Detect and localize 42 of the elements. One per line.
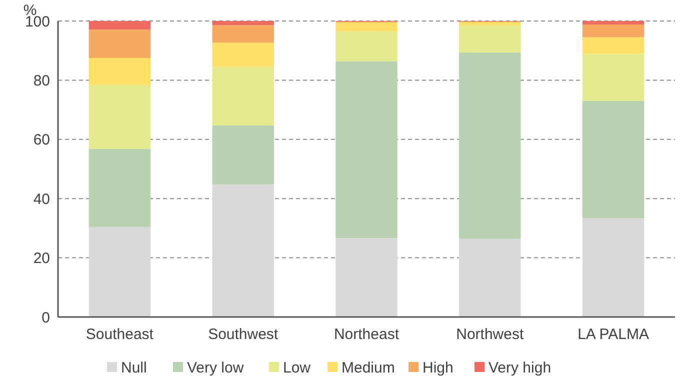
x-tick-label: Southeast (86, 326, 154, 343)
bar (212, 21, 274, 26)
y-tick-label: 40 (33, 190, 50, 208)
bar (88, 58, 151, 85)
bar (336, 61, 398, 238)
bar (336, 22, 398, 32)
bar (212, 25, 274, 43)
legend-label: Very high (488, 359, 552, 376)
x-tick-label: LA PALMA (578, 326, 650, 343)
bar (582, 100, 644, 218)
legend-label: Null (121, 359, 147, 376)
bar (582, 21, 644, 25)
bar (212, 66, 274, 126)
y-tick-label: 80 (33, 72, 50, 90)
legend-label: Medium (342, 359, 395, 376)
bar (88, 84, 151, 149)
bar (459, 238, 521, 317)
bar (88, 227, 151, 317)
bar (88, 148, 151, 228)
bar (459, 22, 521, 26)
bar (582, 54, 644, 101)
x-tick-label: Northeast (334, 326, 400, 343)
y-tick-label: 20 (33, 250, 50, 268)
x-tick-label: Northwest (456, 326, 524, 343)
bar (582, 37, 644, 54)
y-tick-label: 60 (33, 132, 50, 149)
bar (459, 25, 521, 52)
bar (212, 42, 274, 67)
bar (336, 238, 398, 317)
bar (212, 184, 274, 317)
legend-label: Low (283, 359, 311, 376)
x-tick-label: Southwest (208, 326, 279, 343)
legend-label: High (422, 359, 454, 376)
bar (336, 31, 398, 62)
bar (459, 52, 521, 239)
bar (88, 21, 151, 30)
y-tick-label: 0 (42, 309, 50, 326)
bar (88, 30, 151, 58)
bar (582, 24, 644, 38)
legend-label: Very low (187, 359, 244, 376)
bar (582, 218, 644, 317)
bar (212, 125, 274, 184)
